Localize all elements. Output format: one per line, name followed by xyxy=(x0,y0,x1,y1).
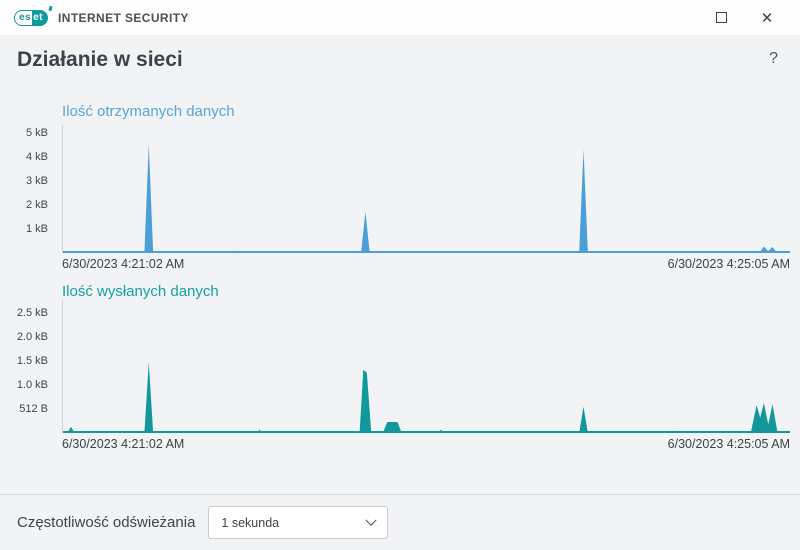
close-icon: ✕ xyxy=(760,9,774,27)
footer-bar: Częstotliwość odświeżania 1 sekunda xyxy=(0,494,800,550)
maximize-button[interactable] xyxy=(710,7,732,29)
y-tick-label: 2.0 kB xyxy=(16,330,48,343)
y-axis-labels: 2.5 kB 2.0 kB 1.5 kB 1.0 kB 512 B xyxy=(0,300,56,433)
x-axis-end-label: 6/30/2023 4:25:05 AM xyxy=(667,437,790,451)
eset-logo-icon: es et xyxy=(14,5,53,26)
y-tick-label: 4 kB xyxy=(25,151,48,164)
window-controls: ✕ xyxy=(710,7,786,29)
plot-area xyxy=(62,300,790,433)
y-axis-labels: 5 kB 4 kB 3 kB 2 kB 1 kB xyxy=(0,125,56,253)
x-axis-labels: 6/30/2023 4:21:02 AM 6/30/2023 4:25:05 A… xyxy=(62,257,790,271)
y-tick-label: 1 kB xyxy=(25,223,48,236)
y-tick-label: 2.5 kB xyxy=(16,306,48,319)
x-axis-labels: 6/30/2023 4:21:02 AM 6/30/2023 4:25:05 A… xyxy=(62,437,790,451)
maximize-icon xyxy=(715,12,727,23)
chevron-down-icon xyxy=(365,514,378,526)
x-axis-end-label: 6/30/2023 4:25:05 AM xyxy=(667,257,790,271)
eset-logo-et: et xyxy=(32,9,49,26)
x-axis-start-label: 6/30/2023 4:21:02 AM xyxy=(62,257,185,271)
eset-logo-trademark-mark xyxy=(48,5,53,11)
close-button[interactable]: ✕ xyxy=(756,7,778,29)
refresh-rate-label: Częstotliwość odświeżania xyxy=(17,514,196,531)
area-series xyxy=(63,362,790,433)
y-tick-label: 3 kB xyxy=(25,175,48,188)
page-title: Działanie w sieci xyxy=(17,48,183,71)
plot-area xyxy=(62,125,790,253)
help-icon[interactable]: ? xyxy=(769,50,778,67)
eset-logo-es: es xyxy=(14,9,33,26)
y-tick-label: 2 kB xyxy=(25,199,48,212)
y-tick-label: 5 kB xyxy=(25,127,48,140)
chart-title: Ilość wysłanych danych xyxy=(62,283,219,300)
y-tick-label: 1.0 kB xyxy=(16,379,48,391)
area-series xyxy=(63,144,790,253)
refresh-rate-select[interactable]: 1 sekunda xyxy=(208,506,389,539)
refresh-rate-value: 1 sekunda xyxy=(221,515,280,530)
titlebar: es et INTERNET SECURITY ✕ xyxy=(0,0,800,35)
x-axis-start-label: 6/30/2023 4:21:02 AM xyxy=(62,437,185,451)
app-title: INTERNET SECURITY xyxy=(58,10,189,25)
chart-title: Ilość otrzymanych danych xyxy=(62,103,235,120)
y-tick-label: 1.5 kB xyxy=(16,354,48,367)
y-tick-label: 512 B xyxy=(19,403,48,415)
